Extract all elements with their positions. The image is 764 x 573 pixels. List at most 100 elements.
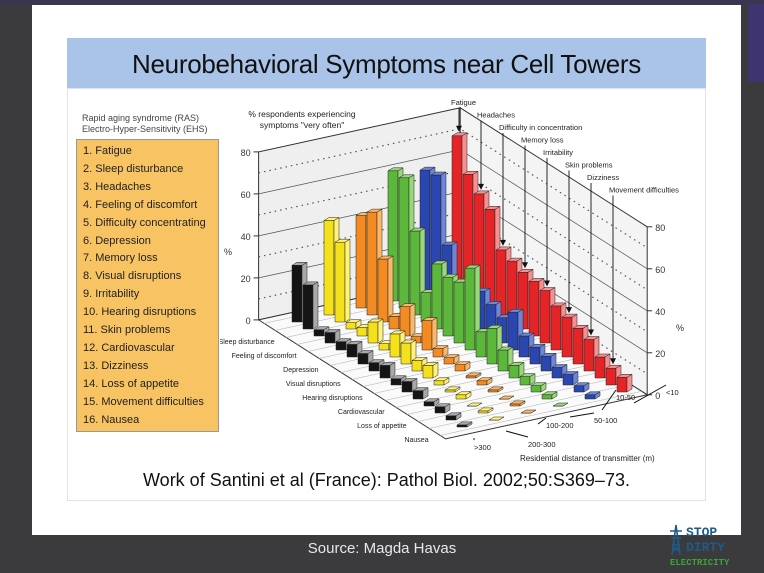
bar-face bbox=[518, 332, 535, 337]
bar-face bbox=[465, 372, 482, 377]
bar-face bbox=[476, 377, 493, 382]
x-axis-title: Residential distance of transmitter (m) bbox=[520, 454, 655, 463]
bar-200-300-difficulty-in-concentration bbox=[367, 318, 384, 344]
bar-50-100-cardiovascular bbox=[508, 361, 525, 379]
bar-face bbox=[552, 402, 569, 407]
bar->300-irritability bbox=[379, 361, 396, 379]
bar-face bbox=[441, 241, 458, 246]
bar-face bbox=[594, 356, 606, 379]
symptom-top-label: Movement difficulties bbox=[609, 186, 679, 195]
legend-item: 13. Dizziness bbox=[83, 359, 149, 372]
symptom-top-label: Difficulty in concentration bbox=[499, 123, 582, 132]
legend-item: 3. Headaches bbox=[83, 180, 151, 193]
bar-face bbox=[495, 246, 512, 251]
legend-item: 1. Fatigue bbox=[83, 145, 132, 157]
bar-face bbox=[486, 325, 503, 329]
bar-face bbox=[390, 375, 407, 379]
bar-50-100-nausea bbox=[552, 402, 569, 407]
bar-face bbox=[540, 353, 557, 357]
bar-face bbox=[583, 339, 595, 372]
bar->300-sleep-disturbance bbox=[302, 281, 319, 330]
citation: Work of Santini et al (France): Pathol B… bbox=[143, 470, 630, 490]
legend-item: 16. Nausea bbox=[83, 413, 140, 426]
bar-200-300-loss-of-appetite bbox=[466, 402, 483, 407]
bar-face bbox=[507, 311, 519, 351]
bar-face bbox=[572, 325, 589, 329]
legend-item: 14. Loss of appetite bbox=[83, 377, 180, 390]
bar-face bbox=[445, 415, 457, 421]
bar-face bbox=[572, 328, 584, 365]
bar-face bbox=[550, 305, 562, 351]
bar-50-100-loss-of-appetite bbox=[530, 382, 547, 393]
bar-face bbox=[562, 374, 574, 386]
bar-face bbox=[302, 284, 314, 330]
bar-face bbox=[551, 367, 563, 379]
bar-10-50-nausea bbox=[584, 391, 601, 400]
bar-face bbox=[346, 341, 363, 345]
bar-face bbox=[443, 354, 460, 358]
bar-face bbox=[422, 365, 434, 379]
y-axis-label-left: % bbox=[224, 247, 232, 257]
legend-item: 7. Memory loss bbox=[83, 252, 158, 265]
bar-face bbox=[477, 407, 494, 412]
legend-item: 5. Difficulty concentrating bbox=[83, 216, 206, 229]
bar-face bbox=[616, 374, 633, 378]
bar-face bbox=[390, 378, 402, 386]
bar-face bbox=[509, 403, 521, 407]
bar-face bbox=[616, 377, 628, 393]
bar-face bbox=[550, 302, 567, 307]
window-top-bar bbox=[0, 0, 764, 4]
bar-face bbox=[508, 362, 525, 366]
title-band: Neurobehavioral Symptoms near Cell Tower… bbox=[67, 38, 706, 88]
bar-face bbox=[355, 215, 367, 309]
bar-face bbox=[484, 206, 501, 210]
y-tick-label-left: 0 bbox=[246, 316, 251, 326]
bar->300-movement-difficulties bbox=[445, 412, 462, 421]
legend-heading: Rapid aging syndrome (RAS) Electro-Hyper… bbox=[82, 113, 208, 135]
bar-face bbox=[530, 385, 542, 393]
symptom-axis-label: Loss of appetite bbox=[357, 423, 407, 430]
bar-face bbox=[401, 378, 418, 382]
bar-<10-nausea bbox=[616, 373, 633, 393]
bar-face bbox=[594, 353, 611, 358]
bar-face bbox=[583, 336, 600, 340]
symptom-top-label: Irritability bbox=[543, 148, 573, 157]
bar-face bbox=[541, 391, 558, 396]
bar-face bbox=[291, 262, 308, 266]
bar-face bbox=[379, 365, 391, 379]
bar-face bbox=[509, 400, 526, 405]
bar-face bbox=[400, 339, 417, 344]
symptom-top-label: Memory loss bbox=[521, 136, 564, 145]
bar-face bbox=[442, 273, 459, 278]
bar-face bbox=[345, 319, 362, 323]
legend-item: 11. Skin problems bbox=[83, 324, 171, 336]
bar-face bbox=[464, 264, 481, 269]
bar-200-300-movement-difficulties bbox=[477, 407, 494, 414]
y-tick-label-left: 60 bbox=[241, 190, 251, 200]
bar-100-200-memory-loss bbox=[421, 317, 438, 351]
symptom-top-label: Fatigue bbox=[451, 98, 476, 107]
bar-face bbox=[313, 329, 325, 337]
bar-face bbox=[334, 238, 351, 243]
bar-face bbox=[539, 290, 551, 344]
bar-face bbox=[398, 174, 415, 179]
bar-200-300-hearing-disruptions bbox=[422, 361, 439, 379]
bar-face bbox=[455, 391, 472, 396]
bar-face bbox=[411, 360, 423, 372]
bar-face bbox=[377, 318, 384, 344]
arrow-head-icon bbox=[566, 307, 572, 314]
bar-200-300-cardiovascular bbox=[444, 386, 461, 393]
next-slide-edge bbox=[748, 4, 764, 82]
bar-50-100-visual-disruptions bbox=[464, 264, 481, 351]
bar-200-300-nausea bbox=[488, 416, 505, 421]
bar-face bbox=[368, 359, 385, 363]
distance-arrow bbox=[569, 412, 595, 418]
bar-face bbox=[519, 376, 531, 386]
distance-arrow bbox=[505, 430, 529, 438]
bar-face bbox=[388, 316, 400, 330]
bar-face bbox=[379, 362, 396, 366]
bar-100-200-movement-difficulties bbox=[509, 400, 526, 407]
bar-face bbox=[443, 357, 455, 365]
bar->300-dizziness bbox=[423, 398, 440, 407]
logo-text-electricity: ELECTRICITY bbox=[670, 558, 730, 568]
